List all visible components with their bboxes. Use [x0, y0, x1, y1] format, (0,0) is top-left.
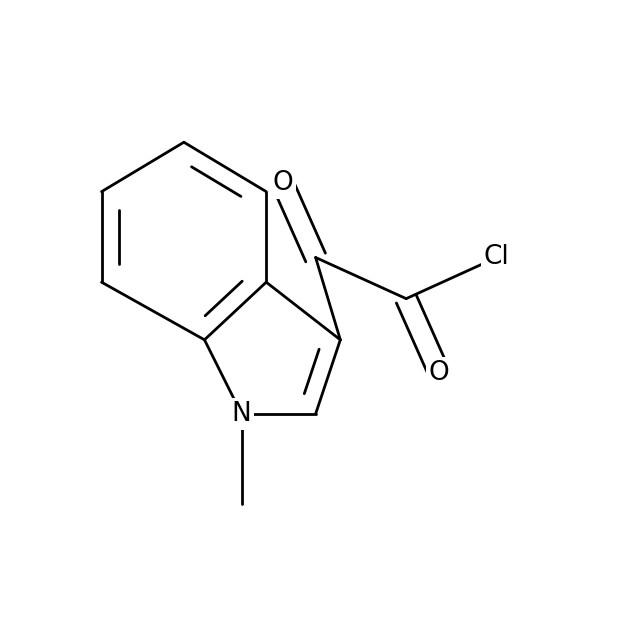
Text: Cl: Cl [484, 244, 510, 271]
Text: O: O [429, 360, 449, 386]
Text: O: O [272, 170, 293, 197]
Text: N: N [232, 401, 252, 427]
